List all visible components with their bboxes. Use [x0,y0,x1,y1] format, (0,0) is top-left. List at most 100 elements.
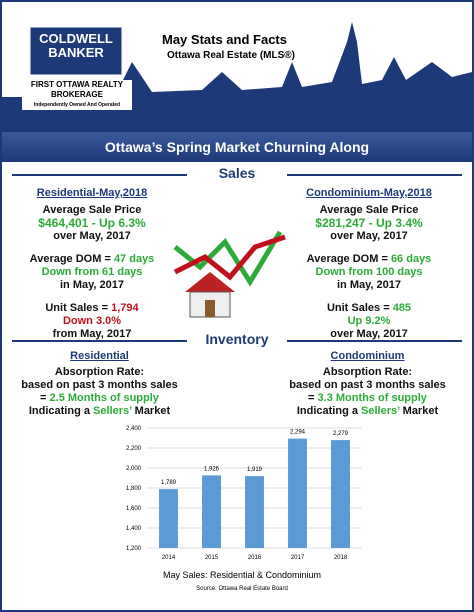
text-line: Absorption Rate: [280,366,455,379]
text-part: = [308,392,318,404]
text-part: Average Sale Price [319,204,419,216]
text-line: over May, 2017 [17,230,167,243]
y-tick-label: 2,000 [126,466,142,472]
text-part: $281,247 - Up 3.4% [315,216,423,230]
text-part: Down from 100 days [315,266,423,278]
y-tick-label: 2,400 [126,426,142,432]
text-part: Unit Sales = [45,302,112,314]
chart: May Sales: Residential & Condominium Sou… [126,426,362,592]
skyline [2,22,472,132]
text-part: Up 9.2% [347,315,391,327]
text-part: Down 3.0% [62,315,122,327]
text-part: Sellers’ [361,405,400,417]
text-line: $464,401 - Up 6.3% [17,217,167,230]
bar [245,476,264,548]
text-part: based on past 3 months sales [21,379,178,391]
logo-line: BANKER [48,45,104,60]
text-part: based on past 3 months sales [289,379,446,391]
data-label: 1,789 [161,480,177,486]
subtitle: Ottawa Real Estate (MLS®) [167,50,295,61]
text-part: Indicating a [296,405,362,417]
text-part: Residential-May,2018 [36,187,148,199]
text-part: Absorption Rate: [54,366,145,378]
text-part: Down from 61 days [41,266,143,278]
x-tick-label: 2017 [291,555,305,561]
text-part: Residential [70,350,129,362]
text-line: Unit Sales = 1,794 [17,302,167,315]
x-tick-label: 2016 [248,555,262,561]
sales-condominium: Condominium-May,2018 Average Sale Price $2… [294,187,444,341]
text-part: 1,794 [111,302,139,314]
text-part: Market [399,405,439,417]
sales-divider: Sales [12,165,462,181]
text-part: 2.5 Months of supply [49,392,159,404]
text-part: $464,401 - Up 6.3% [38,216,146,230]
text-part: in May, 2017 [337,279,401,291]
text-line: in May, 2017 [294,279,444,292]
text-part: 66 days [390,253,432,265]
text-part: Average DOM = [29,253,114,265]
text-line: in May, 2017 [17,279,167,292]
text-part: 47 days [113,253,155,265]
text-line: Indicating a Sellers’ Market [280,405,455,418]
text-line: based on past 3 months sales [12,379,187,392]
text-line: Condominium-May,2018 [294,187,444,200]
data-label: 2,279 [333,431,349,437]
text-part: from May, 2017 [52,328,132,340]
text-line: Average DOM = 66 days [294,253,444,266]
text-part: 485 [392,302,412,314]
text-line: from May, 2017 [17,328,167,341]
y-tick-label: 1,200 [126,546,142,552]
text-line: Residential-May,2018 [17,187,167,200]
title: May Stats and Facts [162,32,287,47]
text-part: Sellers’ [93,405,132,417]
data-label: 1,919 [247,467,263,473]
brokerage: FIRST OTTAWA REALTY BROKERAGE Independentl… [22,80,132,110]
text-line: Average Sale Price [294,204,444,217]
section-heading: Inventory [187,331,287,347]
brokerage-line: BROKERAGE [50,90,103,99]
x-tick-label: 2015 [205,555,219,561]
sales-illustration [173,230,286,318]
text-line: Down from 61 days [17,266,167,279]
text-line: Average Sale Price [17,204,167,217]
section-heading: Sales [187,165,287,181]
text-part: Unit Sales = [326,302,393,314]
data-label: 1,926 [204,466,220,472]
text-part: Average DOM = [306,253,391,265]
y-tick-label: 2,200 [126,446,142,452]
text-part: over May, 2017 [330,328,408,340]
text-part: = [40,392,50,404]
text-line: = 2.5 Months of supply [12,392,187,405]
inventory-condominium: Condominium Absorption Rate: based on past… [280,350,455,418]
logo: COLDWELL BANKER [30,32,122,60]
banner: Ottawa’s Spring Market Churning Along [2,132,472,162]
text-line: Residential [12,350,187,363]
text-part: Average Sale Price [42,204,142,216]
text-line: $281,247 - Up 3.4% [294,217,444,230]
x-tick-label: 2014 [162,555,176,561]
tagline: Independently Owned And Operated [33,102,121,108]
y-tick-label: 1,800 [126,486,142,492]
text-part: Indicating a [28,405,94,417]
x-tick-label: 2018 [334,555,348,561]
text-part: Market [131,405,171,417]
bar [159,489,178,548]
text-line: Absorption Rate: [12,366,187,379]
text-line: over May, 2017 [294,328,444,341]
logo-line: COLDWELL [39,31,113,46]
text-part: Condominium-May,2018 [306,187,432,199]
bar [331,440,350,548]
text-part: 3.3 Months of supply [317,392,427,404]
text-line: Condominium [280,350,455,363]
bar [288,438,307,548]
y-tick-label: 1,600 [126,506,142,512]
chart-title: May Sales: Residential & Condominium [163,570,321,580]
text-line: Down 3.0% [17,315,167,328]
bar [202,475,221,548]
text-line: Unit Sales = 485 [294,302,444,315]
text-line: Average DOM = 47 days [17,253,167,266]
chart-source: Source: Ottawa Real Estate Board [196,586,288,592]
text-part: Absorption Rate: [322,366,413,378]
